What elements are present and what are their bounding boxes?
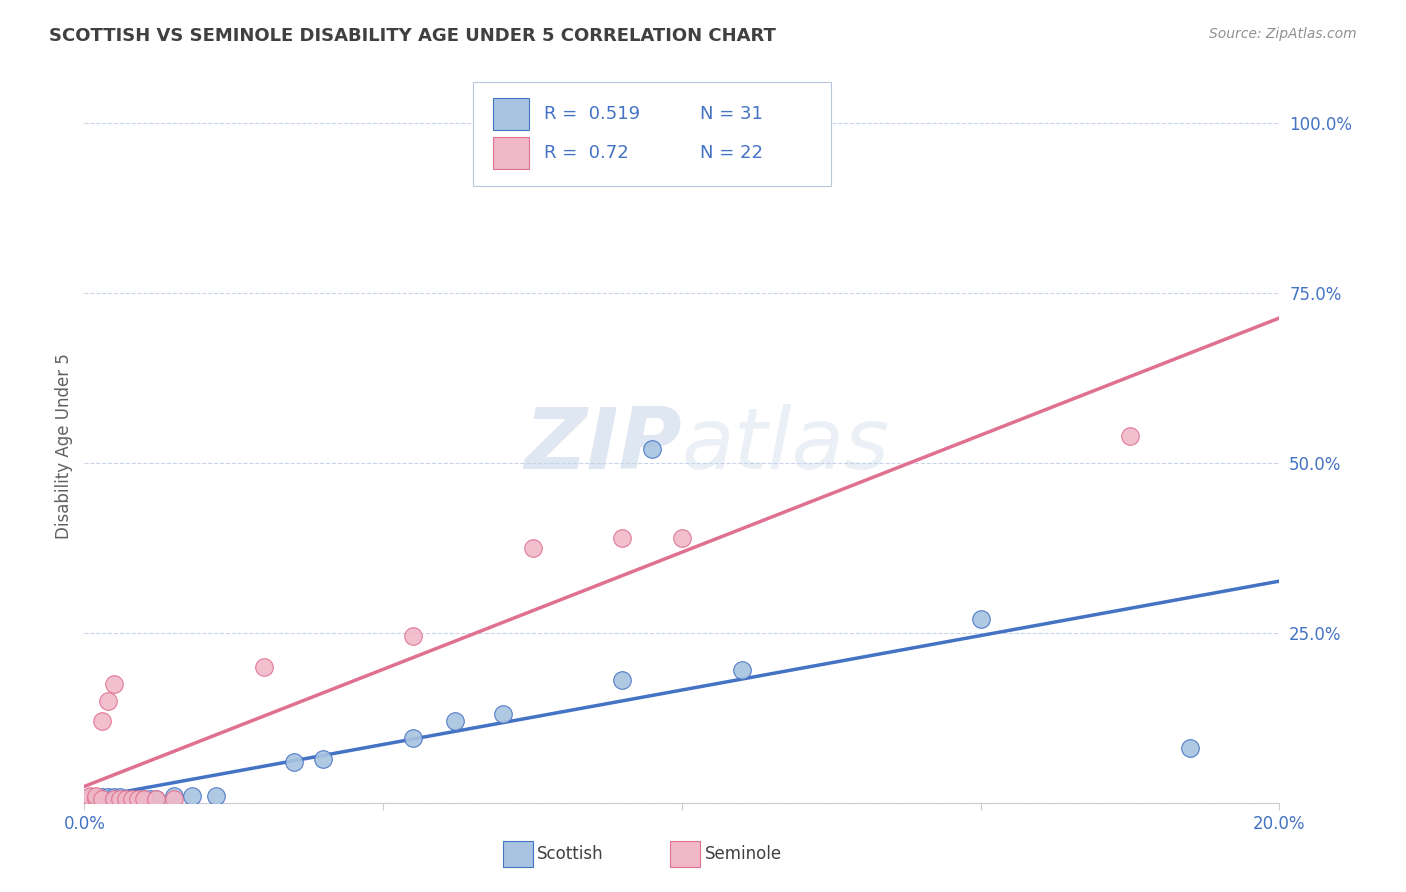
Point	[731, 663, 754, 677]
Point	[132, 792, 156, 806]
FancyBboxPatch shape	[494, 137, 529, 169]
FancyBboxPatch shape	[494, 98, 529, 130]
Point	[253, 660, 276, 674]
Point	[91, 790, 114, 805]
Point	[1178, 741, 1201, 756]
Point	[103, 677, 125, 691]
Point	[97, 694, 120, 708]
Point	[97, 790, 120, 805]
Point	[283, 755, 305, 769]
Point	[671, 531, 693, 545]
Point	[86, 790, 108, 805]
Point	[612, 531, 634, 545]
Text: atlas: atlas	[682, 404, 890, 488]
Point	[132, 792, 156, 806]
Point	[91, 792, 114, 806]
Point	[79, 789, 101, 803]
Point	[86, 792, 108, 806]
FancyBboxPatch shape	[671, 841, 700, 867]
FancyBboxPatch shape	[503, 841, 533, 867]
Point	[127, 792, 149, 806]
Point	[402, 731, 425, 746]
Text: Scottish: Scottish	[537, 846, 605, 863]
Point	[127, 792, 149, 806]
Point	[205, 789, 228, 803]
Point	[163, 792, 186, 806]
Point	[86, 792, 108, 806]
Point	[110, 792, 132, 806]
Point	[492, 707, 515, 722]
Y-axis label: Disability Age Under 5: Disability Age Under 5	[55, 353, 73, 539]
Point	[115, 792, 138, 806]
Point	[121, 792, 143, 806]
Text: R =  0.72: R = 0.72	[544, 145, 630, 162]
Text: Seminole: Seminole	[704, 846, 782, 863]
Text: N = 31: N = 31	[700, 105, 762, 123]
Point	[86, 789, 108, 803]
Text: SCOTTISH VS SEMINOLE DISABILITY AGE UNDER 5 CORRELATION CHART: SCOTTISH VS SEMINOLE DISABILITY AGE UNDE…	[49, 27, 776, 45]
Point	[103, 792, 125, 806]
Point	[145, 792, 167, 806]
Point	[103, 790, 125, 805]
Point	[79, 792, 101, 806]
Point	[121, 792, 143, 806]
Point	[97, 792, 120, 806]
Point	[110, 790, 132, 805]
Point	[110, 792, 132, 806]
Point	[312, 751, 335, 765]
FancyBboxPatch shape	[472, 82, 831, 186]
Point	[115, 792, 138, 806]
Point	[402, 629, 425, 643]
Text: N = 22: N = 22	[700, 145, 763, 162]
Text: Source: ZipAtlas.com: Source: ZipAtlas.com	[1209, 27, 1357, 41]
Point	[181, 789, 204, 803]
Point	[91, 792, 114, 806]
Point	[522, 541, 544, 555]
Point	[1119, 429, 1142, 443]
Point	[641, 442, 664, 457]
Point	[970, 612, 993, 626]
Point	[139, 792, 162, 806]
Text: R =  0.519: R = 0.519	[544, 105, 641, 123]
Point	[163, 789, 186, 803]
Point	[612, 673, 634, 688]
Point	[91, 714, 114, 729]
Point	[103, 792, 125, 806]
Point	[444, 714, 467, 729]
Point	[79, 792, 101, 806]
Text: ZIP: ZIP	[524, 404, 682, 488]
Point	[79, 790, 101, 805]
Point	[145, 792, 167, 806]
